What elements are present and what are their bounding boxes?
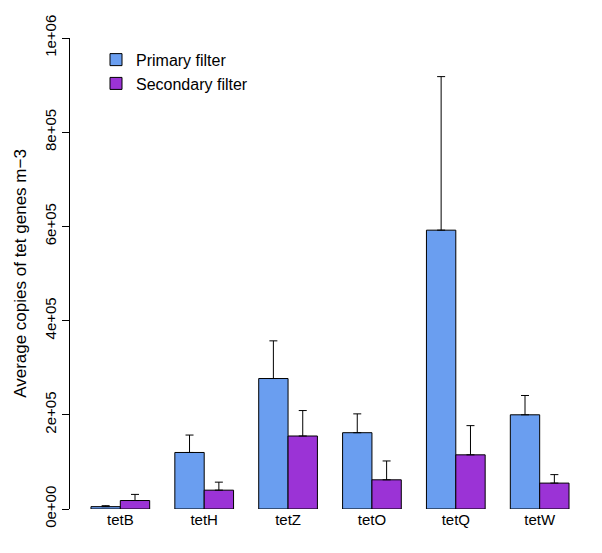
svg-text:tetB: tetB (107, 511, 134, 528)
svg-text:Average copies of tet genes m−: Average copies of tet genes m−3 (11, 149, 30, 398)
svg-text:1e+06: 1e+06 (42, 15, 59, 57)
svg-text:6e+05: 6e+05 (42, 203, 59, 245)
svg-text:tetW: tetW (524, 511, 556, 528)
svg-text:tetZ: tetZ (275, 511, 301, 528)
svg-text:tetQ: tetQ (442, 511, 470, 528)
svg-text:8e+05: 8e+05 (42, 109, 59, 151)
svg-text:2e+05: 2e+05 (42, 391, 59, 433)
svg-text:0e+00: 0e+00 (42, 486, 59, 528)
svg-text:4e+05: 4e+05 (42, 297, 59, 339)
svg-text:tetO: tetO (358, 511, 386, 528)
svg-text:Secondary filter: Secondary filter (136, 76, 248, 93)
svg-text:tetH: tetH (190, 511, 218, 528)
svg-text:Primary filter: Primary filter (136, 52, 226, 69)
